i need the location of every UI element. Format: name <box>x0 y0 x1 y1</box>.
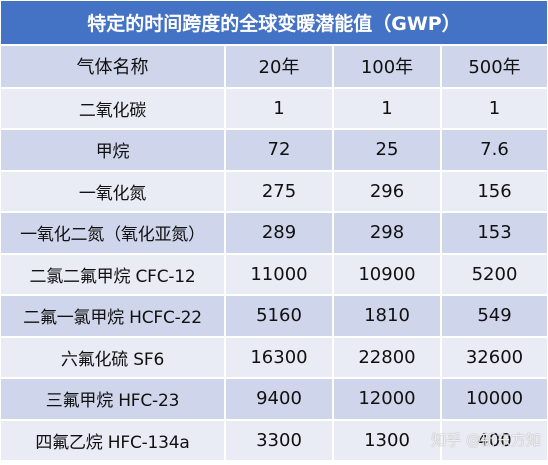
table-row: 甲烷 72 25 7.6 <box>1 129 547 172</box>
table-row: 六氟化硫 SF6 16300 22800 32600 <box>1 336 547 379</box>
table-row: 三氟甲烷 HFC-23 9400 12000 10000 <box>1 378 547 421</box>
header-20-years: 20年 <box>225 46 334 89</box>
gas-name-cell: 一氧化氮 <box>1 170 226 213</box>
gwp-100-cell: 22800 <box>333 336 442 379</box>
gwp-20-cell: 16300 <box>225 336 334 379</box>
header-row: 气体名称 20年 100年 500年 <box>1 46 547 89</box>
header-gas-name: 气体名称 <box>1 46 226 89</box>
header-100-years: 100年 <box>333 46 442 89</box>
table-row: 二氧化碳 1 1 1 <box>1 87 547 130</box>
gwp-500-cell: 156 <box>441 170 547 213</box>
gas-name-cell: 四氟乙烷 HFC-134a <box>1 419 226 462</box>
table-row: 一氧化二氮（氧化亚氮） 289 298 153 <box>1 212 547 255</box>
gas-name-cell: 二氧化碳 <box>1 87 226 130</box>
gwp-500-cell: 1 <box>441 87 547 130</box>
gwp-100-cell: 10900 <box>333 253 442 296</box>
gas-name-cell: 二氯二氟甲烷 CFC-12 <box>1 253 226 296</box>
table-row: 一氧化氮 275 296 156 <box>1 170 547 213</box>
gas-name-cell: 二氟一氯甲烷 HCFC-22 <box>1 295 226 338</box>
gas-name-cell: 一氧化二氮（氧化亚氮） <box>1 212 226 255</box>
gwp-500-cell: 549 <box>441 295 547 338</box>
gwp-100-cell: 12000 <box>333 378 442 421</box>
gas-name-cell: 甲烷 <box>1 129 226 172</box>
gas-name-cell: 六氟化硫 SF6 <box>1 336 226 379</box>
gwp-100-cell: 296 <box>333 170 442 213</box>
gwp-500-cell: 10000 <box>441 378 547 421</box>
gwp-20-cell: 1 <box>225 87 334 130</box>
gwp-500-cell: 400 <box>441 419 547 462</box>
gwp-500-cell: 153 <box>441 212 547 255</box>
gwp-500-cell: 5200 <box>441 253 547 296</box>
gas-name-cell: 三氟甲烷 HFC-23 <box>1 378 226 421</box>
gwp-20-cell: 289 <box>225 212 334 255</box>
gwp-table: 气体名称 20年 100年 500年 二氧化碳 1 1 1 甲烷 72 25 7… <box>1 46 547 462</box>
gwp-100-cell: 1300 <box>333 419 442 462</box>
gwp-100-cell: 25 <box>333 129 442 172</box>
table-title: 特定的时间跨度的全球变暖潜能值（GWP） <box>1 1 547 46</box>
gwp-20-cell: 72 <box>225 129 334 172</box>
gwp-20-cell: 11000 <box>225 253 334 296</box>
gwp-100-cell: 1 <box>333 87 442 130</box>
table-row: 二氯二氟甲烷 CFC-12 11000 10900 5200 <box>1 253 547 296</box>
gwp-100-cell: 1810 <box>333 295 442 338</box>
gwp-20-cell: 5160 <box>225 295 334 338</box>
header-500-years: 500年 <box>441 46 547 89</box>
gwp-500-cell: 32600 <box>441 336 547 379</box>
gwp-20-cell: 3300 <box>225 419 334 462</box>
table-row: 四氟乙烷 HFC-134a 3300 1300 400 <box>1 419 547 462</box>
table-row: 二氟一氯甲烷 HCFC-22 5160 1810 549 <box>1 295 547 338</box>
gwp-100-cell: 298 <box>333 212 442 255</box>
gwp-500-cell: 7.6 <box>441 129 547 172</box>
gwp-20-cell: 9400 <box>225 378 334 421</box>
gwp-20-cell: 275 <box>225 170 334 213</box>
